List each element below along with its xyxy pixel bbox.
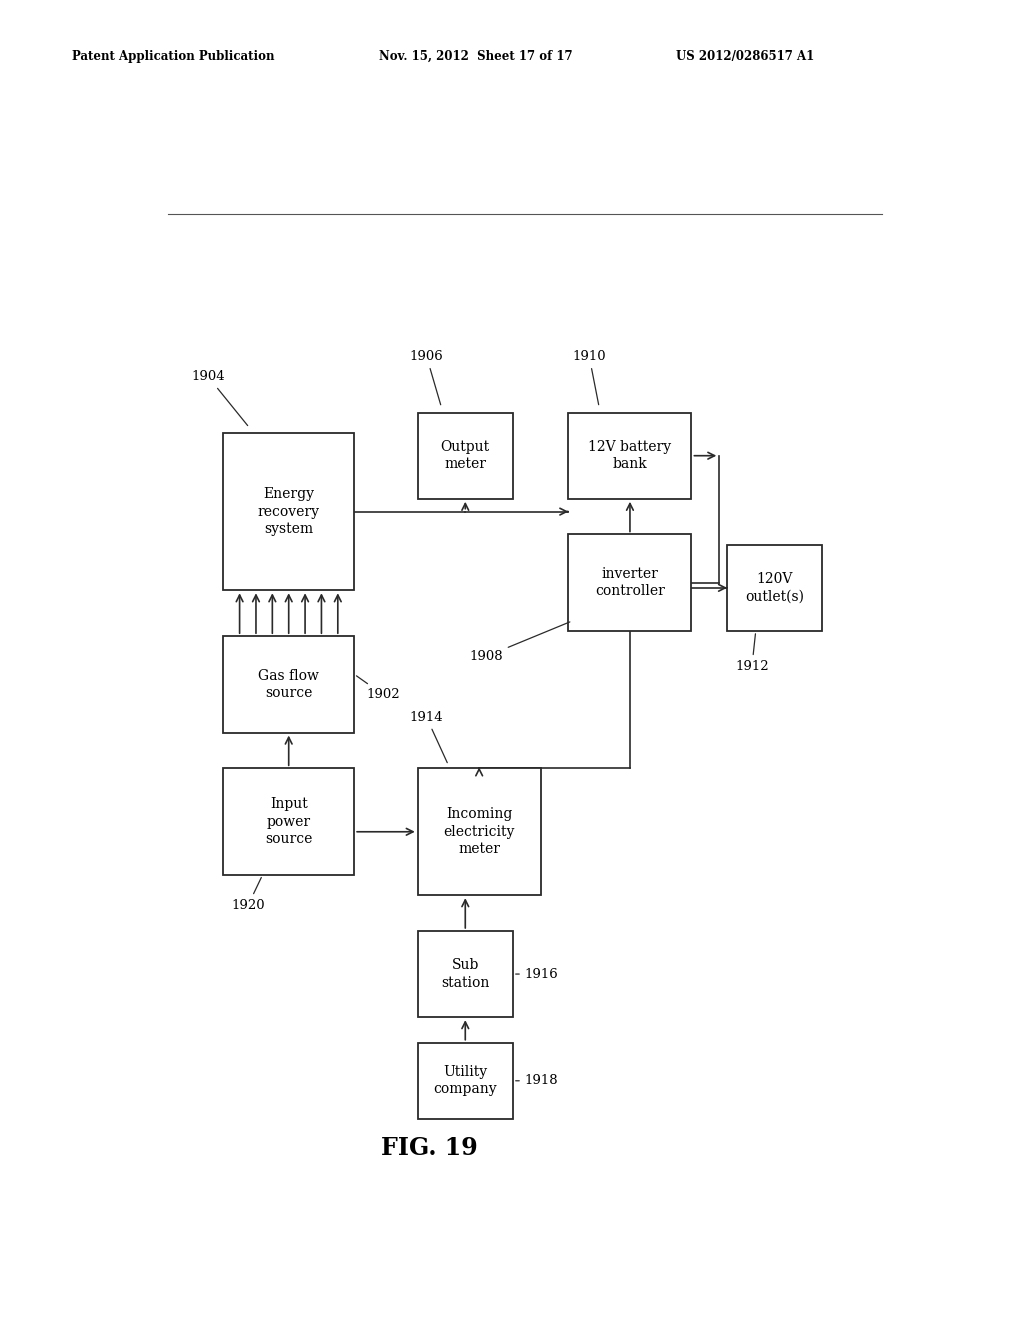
- Bar: [223, 433, 354, 590]
- Bar: [727, 545, 822, 631]
- Text: Nov. 15, 2012  Sheet 17 of 17: Nov. 15, 2012 Sheet 17 of 17: [379, 50, 572, 63]
- Bar: [223, 636, 354, 733]
- Text: FIG. 19: FIG. 19: [381, 1135, 478, 1159]
- Text: 1918: 1918: [516, 1074, 558, 1088]
- Text: Incoming
electricity
meter: Incoming electricity meter: [443, 808, 515, 857]
- Text: Gas flow
source: Gas flow source: [258, 669, 319, 700]
- Text: 1904: 1904: [191, 371, 248, 425]
- Bar: [568, 535, 691, 631]
- Text: Input
power
source: Input power source: [265, 797, 312, 846]
- Text: 1902: 1902: [356, 676, 399, 701]
- Bar: [568, 412, 691, 499]
- Text: Output
meter: Output meter: [440, 440, 489, 471]
- Text: Utility
company: Utility company: [433, 1065, 497, 1097]
- Bar: [418, 412, 513, 499]
- Text: 1906: 1906: [410, 350, 443, 405]
- Text: inverter
controller: inverter controller: [595, 568, 665, 598]
- Text: US 2012/0286517 A1: US 2012/0286517 A1: [676, 50, 814, 63]
- Text: Energy
recovery
system: Energy recovery system: [258, 487, 319, 536]
- Bar: [223, 768, 354, 875]
- Bar: [418, 768, 541, 895]
- Bar: [418, 931, 513, 1018]
- Text: 1914: 1914: [410, 711, 447, 763]
- Text: Patent Application Publication: Patent Application Publication: [72, 50, 274, 63]
- Text: 120V
outlet(s): 120V outlet(s): [745, 572, 804, 603]
- Text: 1908: 1908: [469, 622, 569, 663]
- Text: 1916: 1916: [516, 968, 558, 981]
- Text: 1920: 1920: [231, 878, 265, 912]
- Text: 1910: 1910: [572, 350, 606, 405]
- Bar: [418, 1043, 513, 1119]
- Text: 12V battery
bank: 12V battery bank: [589, 440, 672, 471]
- Text: 1912: 1912: [735, 634, 769, 673]
- Text: Sub
station: Sub station: [441, 958, 489, 990]
